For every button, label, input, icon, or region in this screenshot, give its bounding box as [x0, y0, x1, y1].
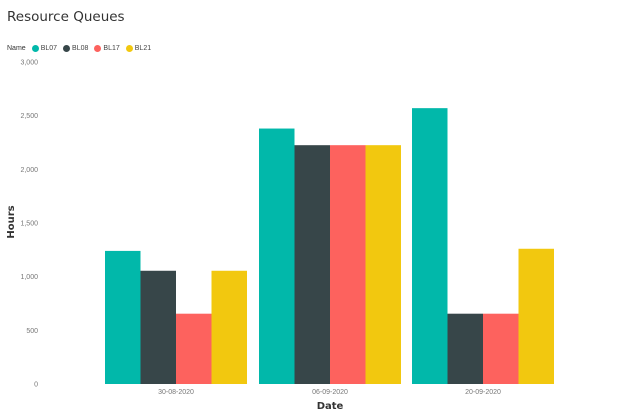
- legend-item-bl07[interactable]: BL07: [31, 44, 58, 52]
- legend: Name BL07 BL08 BL17 BL21: [7, 43, 157, 53]
- bar-bl07-30-08-2020[interactable]: [105, 250, 141, 384]
- legend-label-bl08: BL08: [72, 44, 89, 52]
- bar-bl21-06-09-2020[interactable]: [365, 145, 402, 384]
- bar-bl08-30-08-2020[interactable]: [140, 270, 177, 384]
- bars: [105, 108, 555, 385]
- x-axis-ticks: 30-08-2020 06-09-2020 20-09-2020: [158, 389, 501, 396]
- y-tick-label: 2,500: [20, 113, 38, 120]
- bar-bl17-06-09-2020[interactable]: [330, 145, 366, 384]
- x-axis-title: Date: [317, 401, 344, 412]
- legend-title: Name: [7, 44, 26, 52]
- y-tick-label: 1,000: [20, 274, 38, 281]
- bar-bl08-20-09-2020[interactable]: [447, 313, 484, 384]
- legend-item-bl17[interactable]: BL17: [94, 44, 120, 52]
- y-axis-ticks: 0 500 1,000 1,500 2,000 2,500 3,000: [20, 60, 38, 389]
- x-tick-label: 30-08-2020: [158, 389, 194, 396]
- legend-swatch-bl21: [125, 44, 133, 52]
- bar-bl21-20-09-2020[interactable]: [518, 248, 555, 384]
- bar-bl21-30-08-2020[interactable]: [211, 270, 248, 384]
- y-tick-label: 500: [26, 328, 38, 335]
- legend-label-bl07: BL07: [40, 44, 58, 52]
- legend-swatch-bl08: [63, 44, 71, 52]
- legend-label-bl17: BL17: [103, 44, 120, 52]
- legend-label-bl21: BL21: [134, 44, 152, 52]
- x-tick-label: 06-09-2020: [312, 389, 348, 396]
- legend-swatch-bl07: [31, 44, 39, 52]
- y-tick-label: 2,000: [20, 167, 38, 174]
- y-tick-label: 1,500: [20, 221, 38, 228]
- y-tick-label: 0: [34, 382, 38, 389]
- y-axis-title: Hours: [6, 205, 17, 238]
- bar-bl08-06-09-2020[interactable]: [294, 145, 331, 384]
- legend-item-bl21[interactable]: BL21: [125, 44, 152, 52]
- bar-bl07-06-09-2020[interactable]: [259, 128, 295, 384]
- chart-title: Resource Queues: [7, 9, 125, 25]
- y-tick-label: 3,000: [20, 60, 38, 67]
- x-tick-label: 20-09-2020: [465, 389, 501, 396]
- bar-bl17-20-09-2020[interactable]: [483, 313, 519, 384]
- legend-item-bl08[interactable]: BL08: [63, 44, 89, 52]
- bar-bl17-30-08-2020[interactable]: [176, 313, 212, 384]
- legend-swatch-bl17: [94, 44, 102, 52]
- bar-bl07-20-09-2020[interactable]: [412, 108, 448, 385]
